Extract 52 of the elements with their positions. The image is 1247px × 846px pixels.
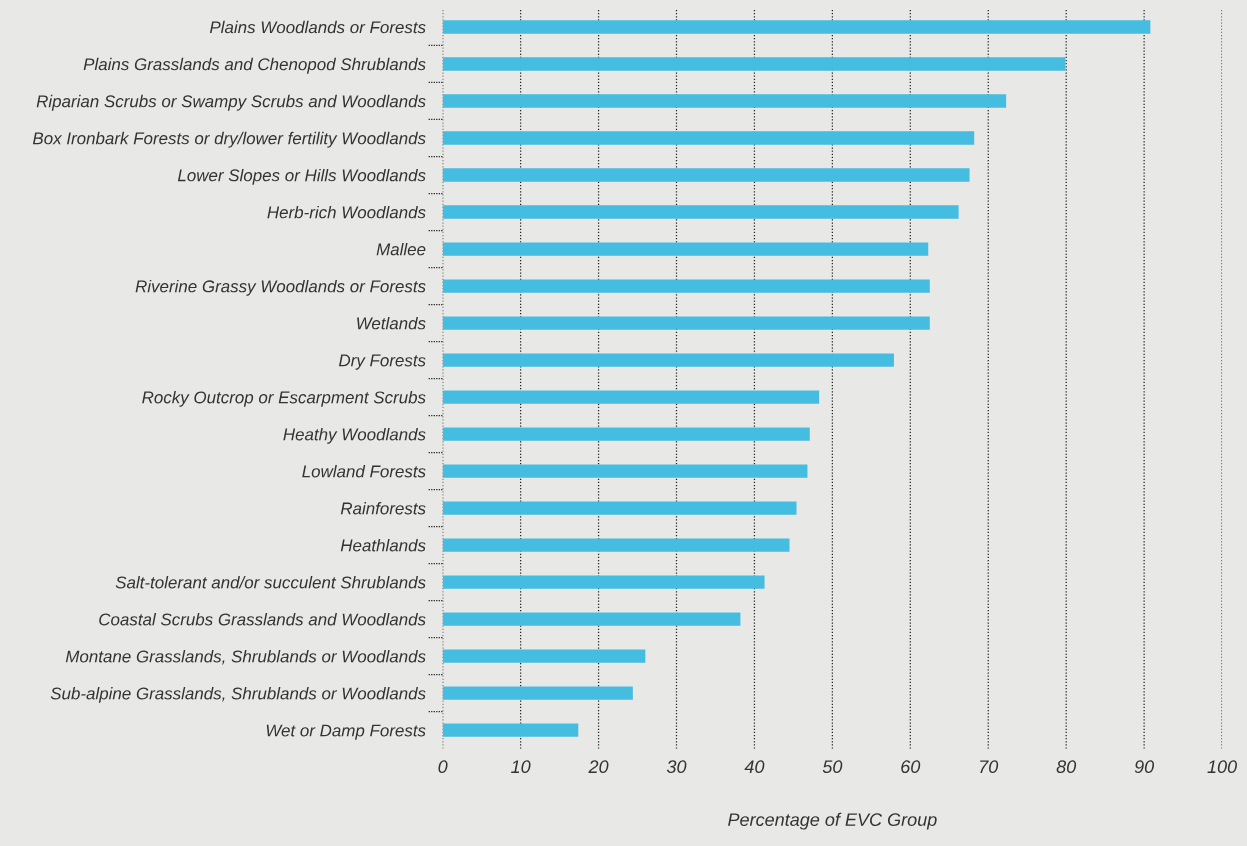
- bar: [442, 501, 797, 515]
- x-tick-label: 0: [438, 760, 448, 774]
- x-tick-label: 70: [980, 760, 999, 774]
- x-tick-label: 60: [901, 760, 921, 774]
- x-axis-title: Percentage of EVC Group: [728, 812, 937, 830]
- y-tick-label: Salt-tolerant and/or succulent Shrublands: [115, 576, 426, 589]
- y-tick-label: Plains Woodlands or Forests: [209, 20, 426, 34]
- y-tick-label: Lower Slopes or Hills Woodlands: [177, 168, 426, 185]
- y-tick-label: Lowland Forests: [302, 464, 426, 478]
- y-tick-label: Rainforests: [340, 501, 426, 515]
- bar: [442, 464, 808, 478]
- y-tick-label: Heathy Woodlands: [283, 427, 426, 444]
- x-tick-label: 40: [744, 760, 765, 774]
- y-tick-label: Dry Forests: [338, 354, 426, 370]
- bar: [442, 242, 929, 256]
- bar: [442, 390, 820, 404]
- bar: [442, 168, 970, 182]
- y-tick-label: Montane Grasslands, Shrublands or Woodlands: [65, 650, 426, 665]
- bar: [442, 57, 1066, 71]
- bar: [442, 353, 894, 367]
- x-tick-label: 90: [1134, 760, 1155, 774]
- y-tick-label: Heathlands: [340, 539, 426, 552]
- x-tick-label: 20: [588, 760, 609, 774]
- bar: [442, 205, 959, 219]
- y-tick-label: Box Ironbark Forests or dry/lower fertility Woodlands: [32, 131, 426, 148]
- x-tick-label: 100: [1207, 760, 1237, 774]
- bar: [442, 20, 1151, 34]
- x-tick-label: 80: [1056, 760, 1077, 774]
- y-tick-label: Plains Grasslands and Chenopod Shrublands: [83, 57, 426, 74]
- bar: [442, 316, 930, 330]
- bar: [442, 723, 579, 737]
- y-tick-label: Riverine Grassy Woodlands or Forests: [135, 279, 426, 296]
- bar: [442, 279, 930, 293]
- bar: [442, 649, 646, 663]
- bar: [442, 94, 1007, 108]
- x-tick-label: 50: [822, 760, 843, 774]
- y-tick-label: Mallee: [376, 242, 426, 256]
- y-tick-label: Wetlands: [357, 316, 426, 330]
- bar: [442, 131, 975, 145]
- y-tick-label: Rocky Outcrop or Escarpment Scrubs: [142, 390, 426, 407]
- bar: [442, 575, 765, 589]
- x-tick-label: 30: [666, 760, 687, 774]
- y-tick-label: Wet or Damp Forests: [266, 724, 426, 740]
- y-tick-label: Coastal Scrubs Grasslands and Woodlands: [99, 613, 426, 626]
- bar: [442, 538, 790, 552]
- y-tick-label: Herb-rich Woodlands: [267, 205, 426, 219]
- bar: [442, 427, 810, 441]
- y-tick-label: Riparian Scrubs or Swampy Scrubs and Woodlands: [36, 94, 426, 111]
- x-tick-label: 10: [511, 760, 531, 774]
- bar: [442, 686, 633, 700]
- y-tick-label: Sub-alpine Grasslands, Shrublands or Woodlands: [50, 687, 426, 703]
- bar: [442, 612, 741, 626]
